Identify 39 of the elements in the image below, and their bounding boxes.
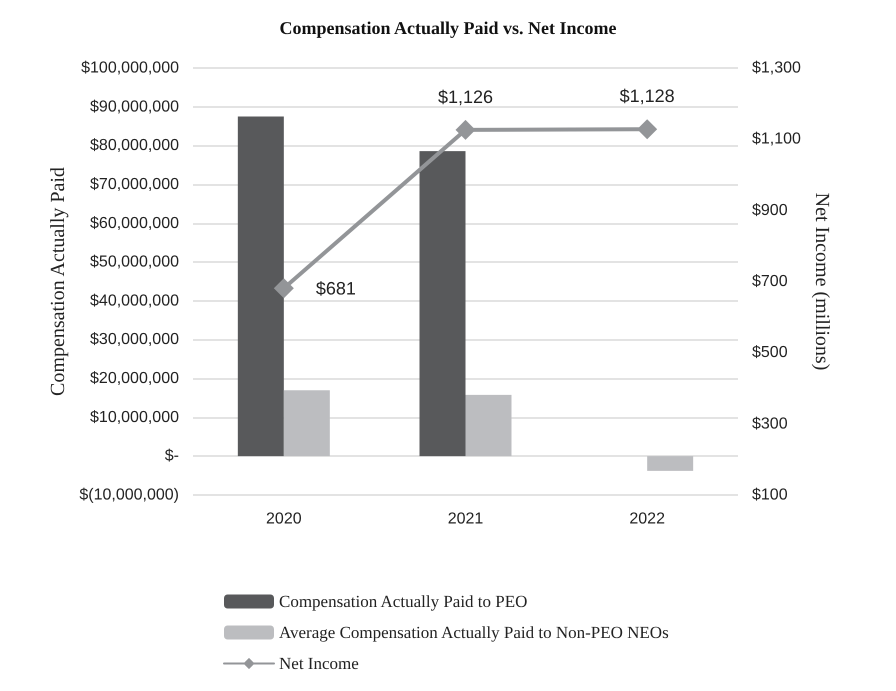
y-tick-label: $100,000,000	[81, 60, 180, 76]
bar	[466, 394, 512, 456]
y2-tick-label: $500	[752, 344, 788, 362]
data-label: $1,126	[438, 86, 494, 107]
y-tick-label: $10,000,000	[90, 408, 180, 426]
point	[456, 120, 476, 140]
chart-title: Compensation Actually Paid vs. Net Income	[280, 18, 617, 38]
bar	[420, 151, 466, 456]
point	[274, 278, 294, 298]
y-tick-label: $50,000,000	[90, 254, 180, 271]
y2-tick-label: $100	[752, 486, 788, 504]
legend-label: Average Compensation Actually Paid to Non-PEO NEOs	[279, 623, 669, 642]
bar	[647, 456, 694, 471]
x-tick-label: 2022	[629, 510, 666, 528]
y2-tick-label: $1,300	[752, 60, 802, 76]
y-tick-label: $-	[164, 448, 179, 465]
bar	[238, 116, 284, 456]
y2-tick-label: $300	[752, 415, 788, 432]
x-tick-label: 2021	[448, 510, 484, 528]
y2-tick-label: $700	[752, 273, 788, 290]
y2-tick-label: $1,100	[752, 130, 802, 148]
legend-label: Net Income	[279, 654, 359, 673]
legend-label: Compensation Actually Paid to PEO	[279, 592, 528, 611]
y-tick-label: $40,000,000	[90, 292, 180, 310]
x-tick-label: 2020	[266, 510, 302, 528]
data-label: $681	[316, 278, 356, 298]
data-label: $1,128	[620, 86, 675, 106]
y-tick-label: $70,000,000	[90, 176, 180, 193]
y-axis-title: Compensation Actually Paid	[47, 167, 69, 396]
y2-tick-label: $900	[752, 202, 788, 219]
y2-axis-title: Net Income (millions)	[810, 192, 833, 370]
y-tick-label: $(10,000,000)	[79, 486, 179, 504]
y-tick-label: $60,000,000	[90, 214, 180, 232]
point	[637, 119, 658, 140]
y-tick-label: $90,000,000	[90, 98, 180, 116]
y-tick-label: $80,000,000	[90, 137, 180, 154]
y-tick-label: $30,000,000	[90, 331, 180, 348]
bar	[284, 390, 330, 456]
y-tick-label: $20,000,000	[90, 370, 180, 388]
